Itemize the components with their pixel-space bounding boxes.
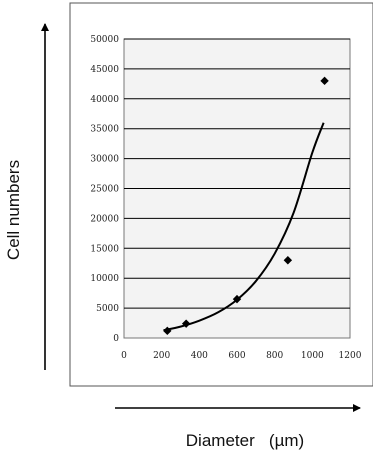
x-tick-label: 1200 xyxy=(339,351,362,361)
x-tick-label: 400 xyxy=(191,351,208,361)
x-tick-label: 0 xyxy=(121,351,127,361)
x-tick-label: 600 xyxy=(228,351,245,361)
x-tick-label: 200 xyxy=(153,351,170,361)
data-point-3 xyxy=(283,256,293,265)
x-tick-labels: 0 200 400 600 800 1000 1200 xyxy=(121,351,362,361)
y-tick-label: 25000 xyxy=(90,185,119,195)
data-point-2 xyxy=(232,294,242,304)
y-tick-label: 10000 xyxy=(90,274,119,284)
y-tick-label: 50000 xyxy=(90,35,119,45)
data-point-0 xyxy=(163,326,172,336)
y-tick-label: 20000 xyxy=(90,214,119,224)
y-tick-label: 0 xyxy=(113,334,119,344)
data-point-1 xyxy=(181,319,191,328)
y-tick-label: 5000 xyxy=(96,304,119,314)
data-point-4 xyxy=(320,76,329,86)
y-tick-labels: 0 5000 10000 15000 20000 25000 30000 35000 40000… xyxy=(90,35,119,344)
y-tick-label: 45000 xyxy=(90,65,119,75)
x-tick-label: 1000 xyxy=(301,351,324,361)
x-axis-title: Diameter (µm) xyxy=(186,431,304,450)
y-tick-label: 40000 xyxy=(90,95,119,105)
y-tick-label: 30000 xyxy=(90,155,119,165)
y-tick-label: 35000 xyxy=(90,125,119,135)
y-tick-label: 15000 xyxy=(90,244,119,254)
y-axis-title: Cell numbers xyxy=(4,160,23,260)
data-points xyxy=(163,76,329,336)
x-tick-label: 800 xyxy=(266,351,283,361)
grid-lines xyxy=(124,38,350,309)
